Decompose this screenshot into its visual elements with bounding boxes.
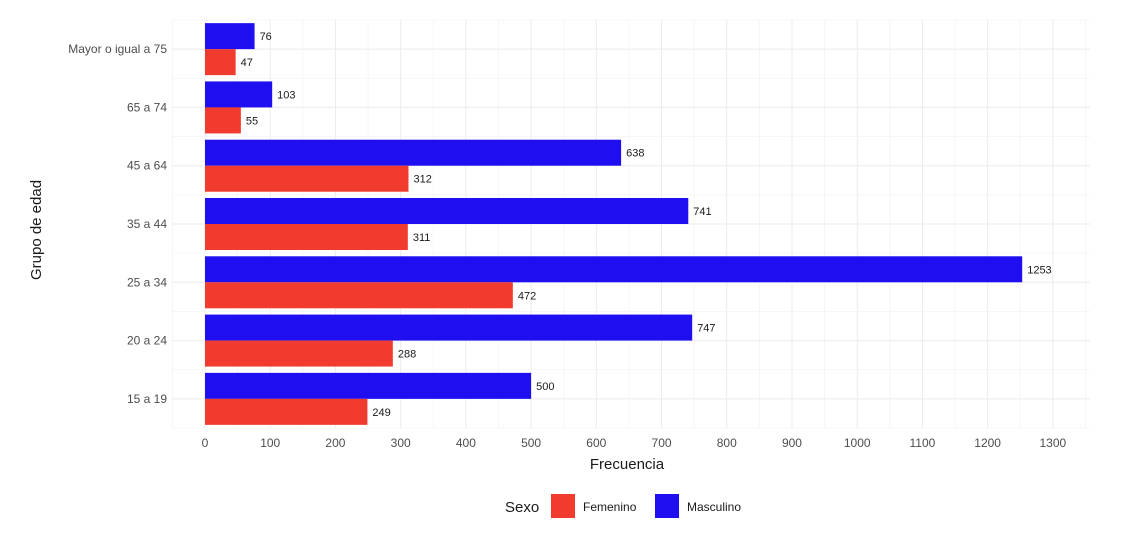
data-label-femenino: 311 <box>413 232 431 244</box>
y-tick-label: 20 a 24 <box>127 334 167 348</box>
bar-femenino <box>205 398 368 425</box>
x-tick-labels: 0 100 200 300 400 500 600 700 800 900 1000 1100 1200… <box>202 436 1067 450</box>
y-axis-title: Grupo de edad <box>28 180 45 280</box>
x-axis-title: Frecuencia <box>590 456 665 473</box>
legend-label-femenino: Femenino <box>583 500 637 514</box>
legend: Sexo Femenino Masculino <box>505 494 741 518</box>
x-tick-label: 1100 <box>910 436 936 450</box>
x-tick-label: 1300 <box>1040 436 1067 450</box>
data-label-masculino: 500 <box>536 381 554 393</box>
bar-femenino <box>205 165 409 192</box>
data-label-femenino: 472 <box>518 290 536 302</box>
data-label-femenino: 249 <box>372 407 390 419</box>
legend-title: Sexo <box>505 499 539 516</box>
y-tick-label: 35 a 44 <box>127 217 167 231</box>
bar-masculino <box>205 314 693 341</box>
x-tick-label: 1000 <box>844 436 871 450</box>
data-label-masculino: 103 <box>277 89 295 101</box>
legend-swatch-femenino <box>551 494 575 518</box>
x-tick-label: 400 <box>456 436 476 450</box>
legend-swatch-masculino <box>655 494 679 518</box>
x-tick-label: 600 <box>586 436 606 450</box>
bar-masculino <box>205 198 689 224</box>
bars <box>205 23 1023 425</box>
data-label-masculino: 76 <box>260 31 272 43</box>
x-tick-label: 0 <box>202 436 209 450</box>
bar-masculino <box>205 256 1023 283</box>
x-tick-label: 900 <box>782 436 802 450</box>
x-tick-label: 700 <box>652 436 672 450</box>
x-tick-label: 300 <box>391 436 411 450</box>
bar-masculino <box>205 372 532 399</box>
data-label-femenino: 47 <box>241 57 253 69</box>
bar-femenino <box>205 107 241 134</box>
y-tick-label: 15 a 19 <box>127 392 167 406</box>
grid <box>171 19 1090 429</box>
x-tick-label: 100 <box>260 436 280 450</box>
data-label-masculino: 747 <box>697 323 715 335</box>
data-label-femenino: 312 <box>413 174 431 186</box>
data-label-masculino: 1253 <box>1027 264 1051 276</box>
y-tick-label: 25 a 34 <box>127 275 167 289</box>
bar-femenino <box>205 49 236 76</box>
y-tick-label: 65 a 74 <box>127 100 167 114</box>
x-tick-label: 800 <box>717 436 737 450</box>
data-label-masculino: 741 <box>693 206 711 218</box>
data-labels: 76 47 103 55 638 312 741 311 1253 472 747 288 500 249 <box>241 31 1052 419</box>
x-tick-label: 200 <box>325 436 345 450</box>
x-tick-label: 500 <box>521 436 541 450</box>
bar-femenino <box>205 282 513 309</box>
data-label-femenino: 55 <box>246 115 258 127</box>
bar-femenino <box>205 340 393 367</box>
y-tick-labels: Mayor o igual a 75 65 a 74 45 a 64 35 a 44 2… <box>68 42 167 406</box>
y-tick-label: Mayor o igual a 75 <box>68 42 167 56</box>
bar-femenino <box>205 224 408 250</box>
data-label-femenino: 288 <box>398 349 416 361</box>
bar-masculino <box>205 23 255 50</box>
x-tick-label: 1200 <box>974 436 1001 450</box>
legend-label-masculino: Masculino <box>687 500 741 514</box>
data-label-masculino: 638 <box>626 148 644 160</box>
y-tick-label: 45 a 64 <box>127 159 167 173</box>
bar-masculino <box>205 81 273 108</box>
bar-masculino <box>205 139 622 166</box>
